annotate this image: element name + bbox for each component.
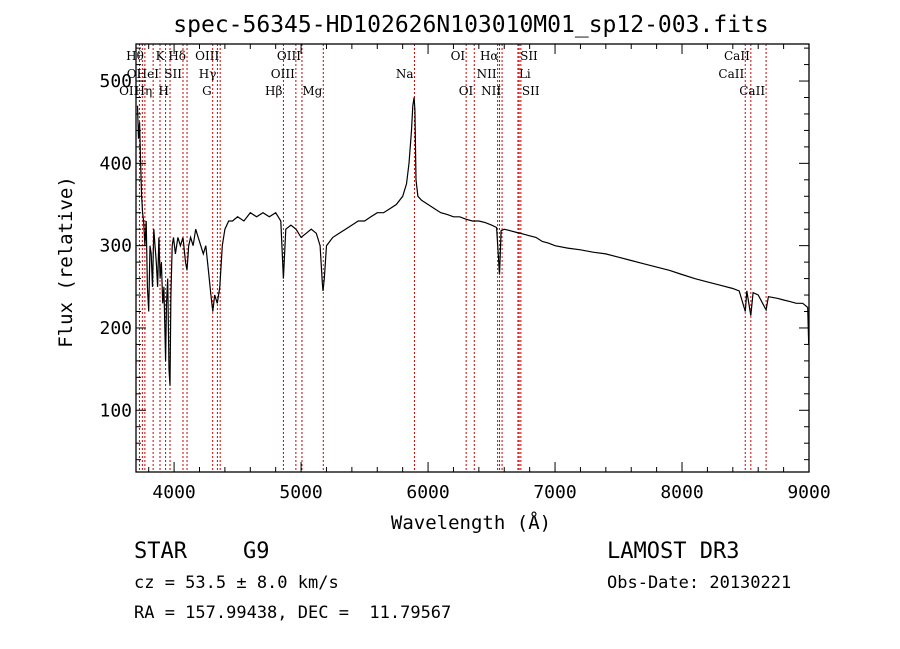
line-label-16: Na xyxy=(396,67,414,81)
axis-ticks: 4000 5000 6000 7000 8000 9000 100 200 300 400 500 xyxy=(99,44,831,503)
line-label-2: Hθ xyxy=(126,49,144,63)
line-label-22: Li xyxy=(519,67,531,81)
line-label-15: Mg xyxy=(302,84,322,98)
line-label-27: CaII xyxy=(739,84,765,98)
line-label-8: Hδ xyxy=(168,49,186,63)
line-label-3: Hη xyxy=(134,84,152,98)
x-tick-label-8000: 8000 xyxy=(660,482,703,503)
y-tick-label-100: 100 xyxy=(99,400,132,421)
x-tick-label-6000: 6000 xyxy=(406,482,449,503)
x-tick-label-7000: 7000 xyxy=(533,482,576,503)
line-label-12: Hβ xyxy=(265,84,282,98)
line-label-18: OI xyxy=(459,84,474,98)
line-label-1: OI xyxy=(127,67,142,81)
x-axis-label: Wavelength (Å) xyxy=(391,511,551,534)
y-tick-label-500: 500 xyxy=(99,71,132,92)
plot-frame xyxy=(135,43,810,473)
line-label-10: Hγ xyxy=(199,67,217,81)
line-label-20: Hα xyxy=(480,49,499,63)
line-label-6: H xyxy=(159,84,169,98)
y-tick-label-300: 300 xyxy=(99,236,132,257)
y-axis-label: Flux (relative) xyxy=(55,176,77,348)
emission-line-markers: OII OI Hθ Hη HeI K H SII Hδ G Hγ OIII Hβ OIII OIII Mg Na… xyxy=(119,44,767,472)
line-label-19: NII xyxy=(477,67,497,81)
line-label-14: OIII xyxy=(277,49,301,63)
spectrum-line xyxy=(136,97,810,386)
coordinates: RA = 157.99438, DEC = 11.79567 xyxy=(134,603,452,623)
x-tick-label-5000: 5000 xyxy=(279,482,322,503)
object-class: STAR xyxy=(134,539,187,564)
line-label-17: OI xyxy=(451,49,466,63)
line-label-9: G xyxy=(202,84,212,98)
chart-title: spec-56345-HD102626N103010M01_sp12-003.f… xyxy=(173,12,768,38)
line-label-13: OIII xyxy=(271,67,295,81)
line-label-23: SII xyxy=(520,49,538,63)
line-label-7: SII xyxy=(164,67,182,81)
survey-name: LAMOST DR3 xyxy=(607,539,740,564)
redshift-value: cz = 53.5 ± 8.0 km/s xyxy=(134,573,339,593)
line-label-21: NII xyxy=(481,84,501,98)
line-label-4: HeI xyxy=(137,67,160,81)
line-label-26: CaII xyxy=(724,49,750,63)
line-label-0: OII xyxy=(119,84,139,98)
line-label-5: K xyxy=(156,49,166,63)
x-tick-label-9000: 9000 xyxy=(787,482,830,503)
line-label-11: OIII xyxy=(195,49,219,63)
x-tick-label-4000: 4000 xyxy=(152,482,195,503)
line-label-25: CaII xyxy=(718,67,744,81)
y-tick-label-200: 200 xyxy=(99,318,132,339)
line-label-24: SII xyxy=(522,84,540,98)
object-subclass: G9 xyxy=(243,539,270,564)
y-tick-label-400: 400 xyxy=(99,153,132,174)
observation-date: Obs-Date: 20130221 xyxy=(607,573,792,593)
